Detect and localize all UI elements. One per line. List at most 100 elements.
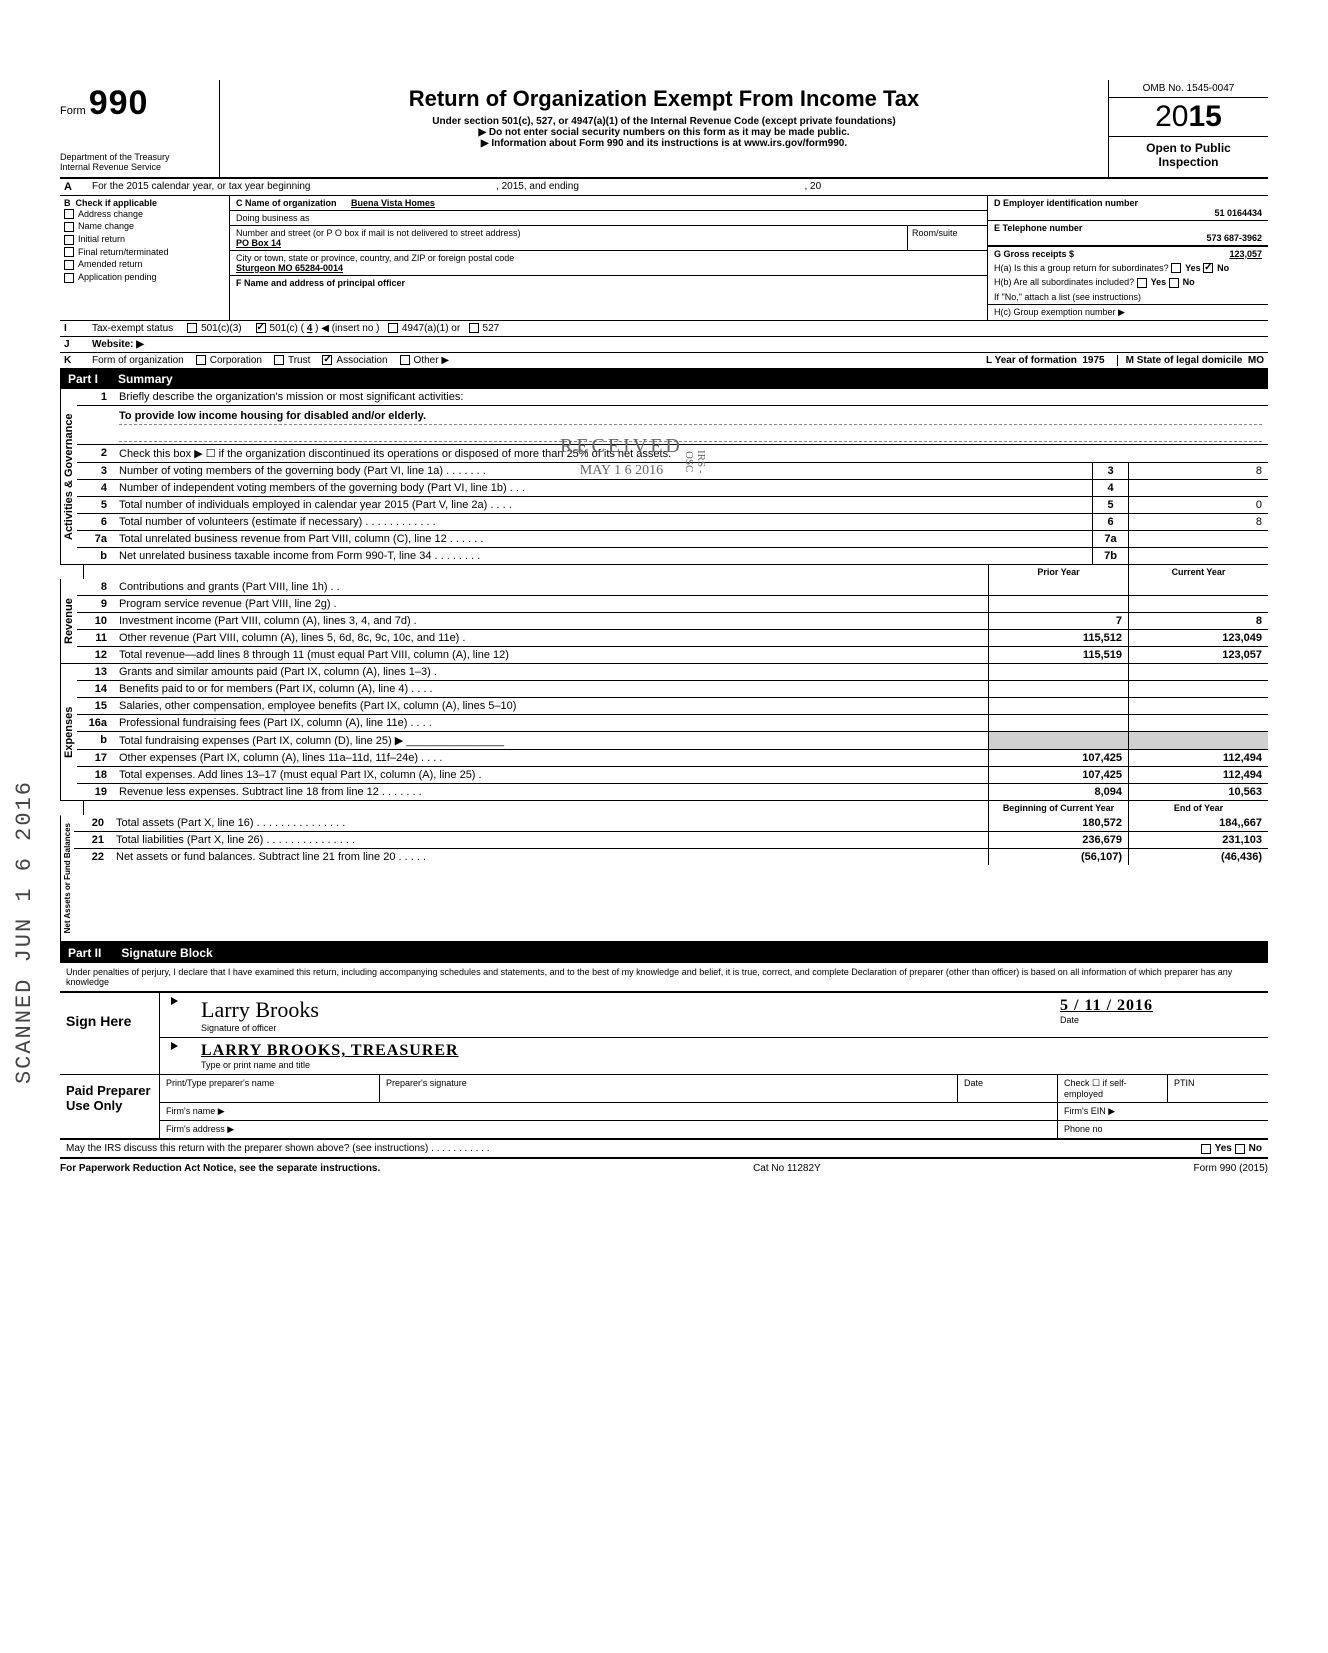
table-row: 11Other revenue (Part VIII, column (A), … — [77, 630, 1268, 647]
line4-val — [1128, 480, 1268, 496]
received-stamp: RECEIVED MAY 1 6 2016 IRS - OSC — [560, 435, 683, 478]
line5-label: Total number of individuals employed in … — [113, 497, 1092, 513]
gov-label: Activities & Governance — [60, 389, 77, 564]
table-row: 10Investment income (Part VIII, column (… — [77, 613, 1268, 630]
tax-year: 2015 — [1109, 98, 1268, 137]
h4b-no[interactable] — [1169, 278, 1179, 288]
prep-name-label: Print/Type preparer's name — [160, 1075, 380, 1102]
officer-signature: Larry Brooks — [201, 997, 1040, 1023]
city-val: Sturgeon MO 65284-0014 — [236, 263, 981, 273]
table-row: 20Total assets (Part X, line 16) . . . .… — [74, 815, 1268, 832]
col-b: B Check if applicable Address change Nam… — [60, 196, 230, 320]
row-a: A For the 2015 calendar year, or tax yea… — [60, 179, 1268, 196]
open-public: Open to Public — [1113, 141, 1264, 155]
officer-name-title: LARRY BROOKS, TREASURER — [201, 1042, 1260, 1060]
footer-mid: Cat No 11282Y — [753, 1163, 821, 1174]
chk-amended[interactable]: Amended return — [64, 258, 225, 271]
col-b-hdr: Check if applicable — [76, 198, 158, 208]
h4a-yes[interactable] — [1171, 263, 1181, 273]
part1-header: Part I Summary — [60, 369, 1268, 389]
table-row: 21Total liabilities (Part X, line 26) . … — [74, 832, 1268, 849]
line5-val: 0 — [1128, 497, 1268, 513]
irs-no[interactable] — [1235, 1144, 1245, 1154]
gross-val: 123,057 — [1229, 249, 1262, 259]
chk-501c3[interactable] — [187, 323, 197, 333]
h4a-label: H(a) Is this a group return for subordin… — [994, 263, 1169, 273]
city-label: City or town, state or province, country… — [236, 253, 981, 263]
sign-date: 5 / 11 / 2016 — [1060, 997, 1260, 1015]
form-of-org-label: Form of organization — [92, 355, 184, 366]
row-i: I Tax-exempt status 501(c)(3) 501(c) ( 4… — [60, 321, 1268, 337]
section-bcd: B Check if applicable Address change Nam… — [60, 196, 1268, 321]
501c-number: 4 — [307, 323, 313, 334]
line7b-val — [1128, 548, 1268, 564]
table-row: 13Grants and similar amounts paid (Part … — [77, 664, 1268, 681]
dba-label: Doing business as — [236, 213, 310, 223]
chk-4947[interactable] — [388, 323, 398, 333]
col-d: D Employer identification number51 01644… — [988, 196, 1268, 320]
state-label: M State of legal domicile — [1126, 355, 1243, 366]
form-word: Form — [60, 105, 86, 117]
table-row: 22Net assets or fund balances. Subtract … — [74, 849, 1268, 865]
ein-label: D Employer identification number — [994, 198, 1138, 208]
chk-501c[interactable] — [256, 323, 266, 333]
table-row: 15Salaries, other compensation, employee… — [77, 698, 1268, 715]
line7a-label: Total unrelated business revenue from Pa… — [113, 531, 1092, 547]
firm-phone-label: Phone no — [1058, 1121, 1268, 1138]
date-label: Date — [1060, 1015, 1260, 1025]
year-formation-val: 1975 — [1082, 355, 1104, 366]
h4b-note: If "No," attach a list (see instructions… — [988, 290, 1268, 304]
row-a-label: A — [60, 179, 88, 195]
revenue-label: Revenue — [60, 579, 77, 663]
prep-date-label: Date — [958, 1075, 1058, 1102]
part2-header: Part II Signature Block — [60, 943, 1268, 963]
chk-527[interactable] — [469, 323, 479, 333]
preparer-label: Paid Preparer Use Only — [60, 1075, 160, 1138]
preparer-block: Paid Preparer Use Only Print/Type prepar… — [60, 1075, 1268, 1140]
expenses-block: Expenses 13Grants and similar amounts pa… — [60, 664, 1268, 801]
table-row: 18Total expenses. Add lines 13–17 (must … — [77, 767, 1268, 784]
table-row: 19Revenue less expenses. Subtract line 1… — [77, 784, 1268, 800]
chk-name-change[interactable]: Name change — [64, 220, 225, 233]
state-val: MO — [1248, 355, 1264, 366]
chk-trust[interactable] — [274, 355, 284, 365]
website-label: Website: ▶ — [88, 337, 1268, 352]
beg-year-hdr: Beginning of Current Year — [988, 801, 1128, 815]
h4a-no[interactable] — [1203, 263, 1213, 273]
omb-number: OMB No. 1545-0047 — [1109, 80, 1268, 98]
line6-val: 8 — [1128, 514, 1268, 530]
line7a-val — [1128, 531, 1268, 547]
table-row: 8Contributions and grants (Part VIII, li… — [77, 579, 1268, 596]
chk-corp[interactable] — [196, 355, 206, 365]
row-j: J Website: ▶ — [60, 337, 1268, 353]
gross-label: G Gross receipts $ — [994, 249, 1074, 259]
firm-address-label: Firm's address ▶ — [160, 1121, 1058, 1138]
chk-pending[interactable]: Application pending — [64, 271, 225, 284]
chk-other[interactable] — [400, 355, 410, 365]
chk-final-return[interactable]: Final return/terminated — [64, 246, 225, 259]
chk-assoc[interactable] — [322, 355, 332, 365]
end-year-hdr: End of Year — [1128, 801, 1268, 815]
signature-label: Signature of officer — [201, 1023, 1040, 1033]
table-row: 12Total revenue—add lines 8 through 11 (… — [77, 647, 1268, 663]
chk-address-change[interactable]: Address change — [64, 208, 225, 221]
line7b-label: Net unrelated business taxable income fr… — [113, 548, 1092, 564]
mission-text: To provide low income housing for disabl… — [119, 408, 1262, 425]
revenue-block: Revenue 8Contributions and grants (Part … — [60, 579, 1268, 664]
form-header: Form 990 Department of the Treasury Inte… — [60, 80, 1268, 179]
tax-exempt-label: Tax-exempt status — [92, 323, 173, 334]
row-a-end: , 20 — [804, 181, 821, 192]
scanned-stamp: SCANNED JUN 1 6 2016 — [12, 780, 37, 1084]
form-number: 990 — [89, 84, 149, 122]
chk-initial-return[interactable]: Initial return — [64, 233, 225, 246]
c-name-label: C Name of organization — [236, 198, 337, 208]
line3-val: 8 — [1128, 463, 1268, 479]
irs-yes[interactable] — [1201, 1144, 1211, 1154]
perjury-text: Under penalties of perjury, I declare th… — [60, 963, 1268, 991]
h4b-label: H(b) Are all subordinates included? — [994, 277, 1134, 287]
sign-block: Sign Here Larry Brooks Signature of offi… — [60, 991, 1268, 1075]
h4b-yes[interactable] — [1137, 278, 1147, 288]
firm-name-label: Firm's name ▶ — [160, 1103, 1058, 1120]
prep-selfemp-label: Check ☐ if self-employed — [1058, 1075, 1168, 1102]
footer: For Paperwork Reduction Act Notice, see … — [60, 1159, 1268, 1178]
